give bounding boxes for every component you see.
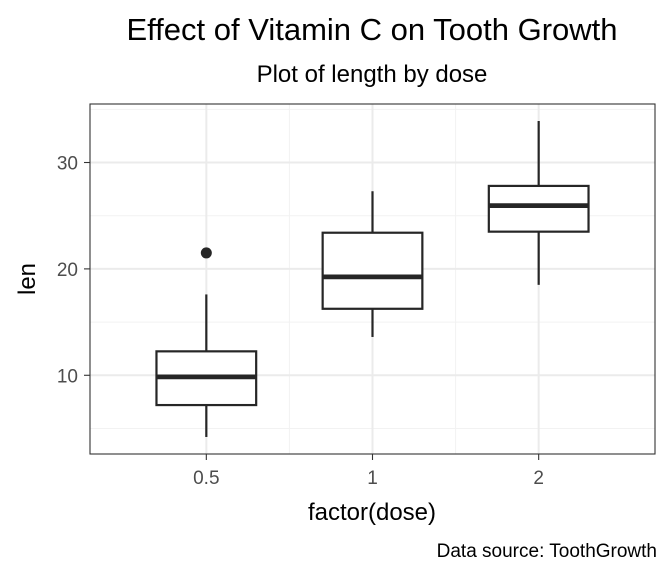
box-iqr (487, 184, 590, 233)
box-group-0.5 (155, 247, 258, 437)
y-tick-label: 10 (57, 366, 78, 387)
x-axis-ticks: 0.5 1 2 (193, 454, 544, 489)
y-axis-label: len (14, 263, 41, 295)
chart-subtitle: Plot of length by dose (257, 61, 488, 88)
boxplot-layer (155, 121, 590, 437)
x-tick-label: 2 (533, 468, 544, 489)
outlier-point (200, 247, 212, 259)
chart-title: Effect of Vitamin C on Tooth Growth (126, 12, 617, 47)
box-iqr (321, 231, 424, 310)
y-tick-label: 20 (57, 260, 78, 281)
y-axis-ticks: 10 20 30 (57, 154, 90, 387)
x-axis-label: factor(dose) (308, 499, 436, 526)
y-tick-label: 30 (57, 154, 78, 175)
x-tick-label: 1 (367, 468, 378, 489)
x-tick-label: 0.5 (193, 468, 219, 489)
box-group-1 (321, 191, 424, 337)
box-group-2 (487, 121, 590, 285)
chart-caption: Data source: ToothGrowth (437, 541, 657, 562)
